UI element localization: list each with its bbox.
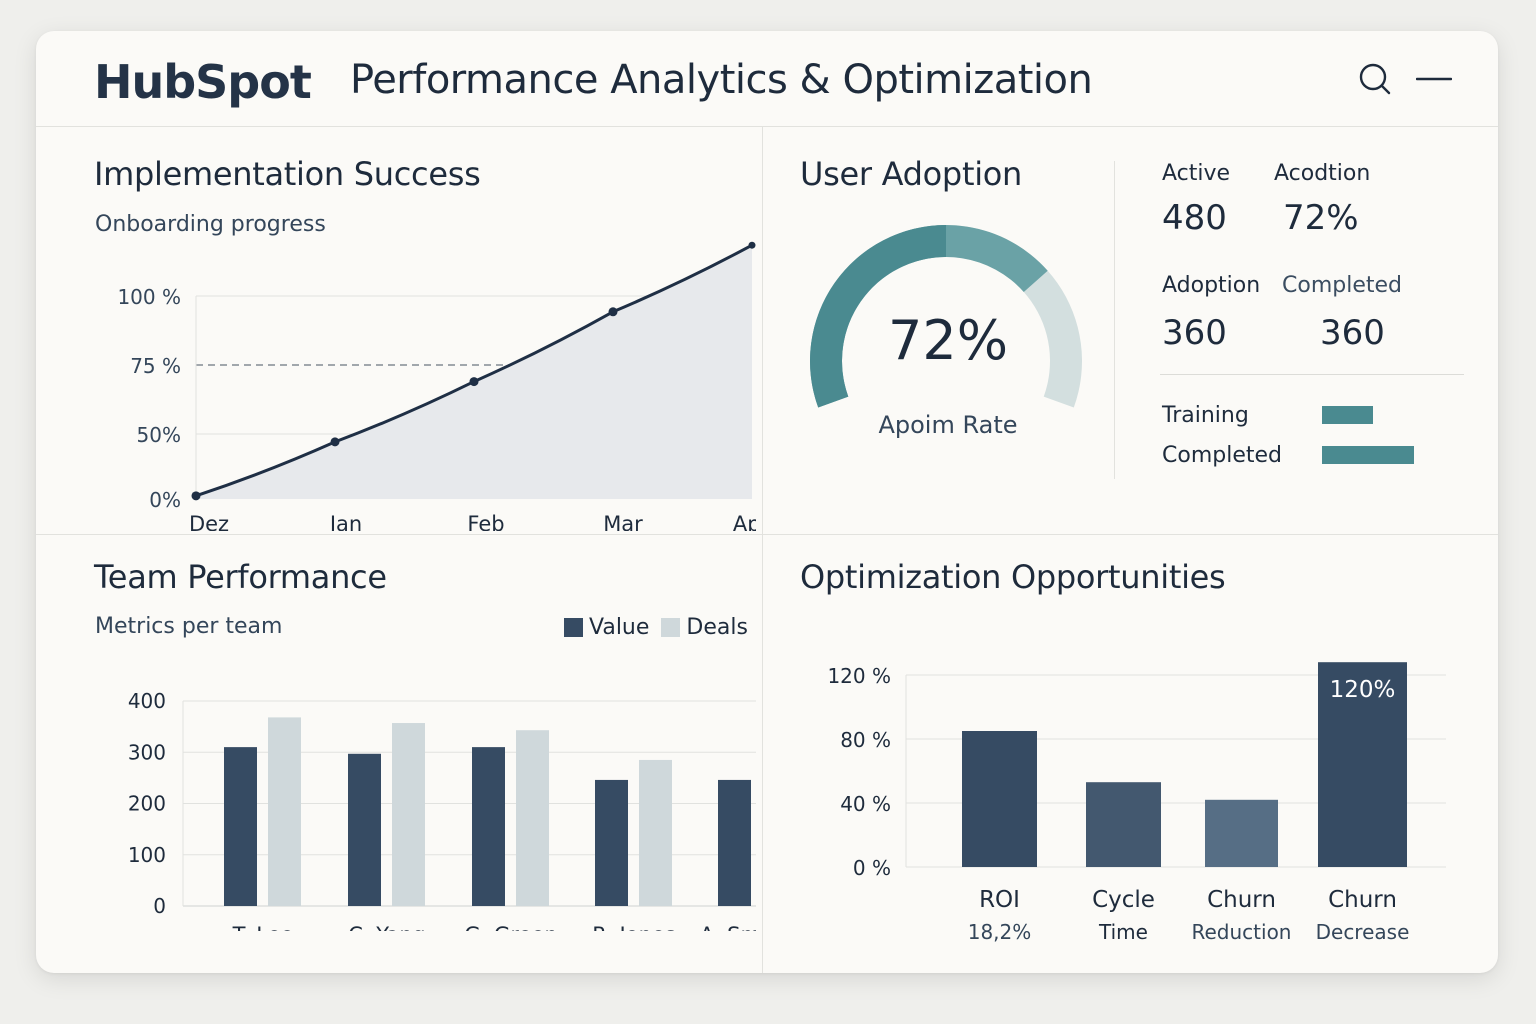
y-tick-label: 200 [128, 792, 166, 816]
optimization-title: Optimization Opportunities [800, 558, 1226, 596]
stat-label-active: Active [1162, 161, 1231, 186]
x-tick-label-line1: Churn [1328, 887, 1397, 913]
y-tick-label: 50% [137, 423, 181, 447]
data-point [608, 307, 618, 317]
gauge-label: Apoim Rate [878, 411, 1017, 439]
bar-value [472, 747, 505, 906]
bar [1086, 782, 1161, 867]
team-performance-chart: 0 100 200 300 400 T. Lee C. Yang G. Green R. Jon… [128, 689, 756, 931]
bar-value [224, 747, 257, 906]
bar-value [718, 779, 751, 906]
x-tick-label-line1: Churn [1207, 887, 1276, 913]
legend-label-deals: Deals [686, 615, 748, 640]
adoption-divider [1114, 161, 1115, 479]
x-tick-label-line3: 8,2% [1098, 950, 1149, 951]
dashboard-card: HubSpot Performance Analytics & Optimiza… [36, 31, 1498, 973]
gauge-value: 72% [888, 309, 1008, 372]
bar-deals [516, 730, 549, 906]
y-tick-label: 75 % [130, 354, 181, 378]
x-tick-label-line1: Cycle [1092, 887, 1155, 913]
y-tick-label: 0% [149, 488, 181, 512]
y-tick-label: 120 % [827, 664, 891, 688]
implementation-title: Implementation Success [94, 155, 481, 193]
gauge-fill [810, 225, 946, 408]
x-tick-label: Dez [189, 512, 229, 531]
stat-label-completed: Completed [1282, 273, 1402, 298]
hubspot-logo[interactable]: HubSpot [94, 55, 312, 109]
y-tick-label: 0 [153, 894, 166, 918]
search-icon[interactable] [1358, 62, 1392, 96]
x-tick-label: A. Smith [700, 923, 756, 931]
data-point [748, 241, 756, 249]
team-legend: Value Deals [564, 615, 748, 640]
legend-label-value: Value [589, 615, 650, 640]
team-title: Team Performance [94, 558, 387, 596]
bar [1318, 662, 1407, 867]
x-tick-label-line2: Reduction [1192, 920, 1292, 944]
stat-value-completed: 360 [1320, 313, 1385, 353]
y-tick-label: 80 % [840, 728, 891, 752]
x-tick-label: Mar [603, 512, 643, 531]
x-tick-label-line2: Decrease [1316, 920, 1410, 944]
team-subtitle: Metrics per team [95, 614, 283, 639]
x-tick-label-line2: 18,2% [968, 920, 1032, 944]
page-title: Performance Analytics & Optimization [350, 57, 1093, 103]
legend-swatch-value [564, 618, 583, 637]
optimization-chart: 0 % 40 % 80 % 120 % ROI 18,2% Cycle Time 8,2% Chu… [827, 662, 1446, 951]
x-tick-label: Feb [467, 512, 504, 531]
data-point [469, 377, 479, 387]
x-tick-label: R. Jones [592, 923, 675, 931]
x-tick-label-line1: ROI [979, 887, 1020, 913]
data-point [330, 437, 340, 447]
stat-label-adoption: Adoption [1162, 273, 1261, 298]
progress-fill-completed [1322, 446, 1414, 464]
adoption-gauge: 72% Apoim Rate [810, 224, 1082, 439]
x-tick-label: G. Green [464, 923, 557, 931]
y-tick-label: 300 [128, 740, 166, 764]
bar [962, 731, 1037, 867]
bar-deals [268, 717, 301, 906]
y-tick-label: 400 [128, 689, 166, 713]
panel-divider-vertical [762, 127, 763, 973]
data-point [191, 491, 201, 501]
bar-deals [392, 723, 425, 906]
progress-label-training: Training [1162, 403, 1249, 428]
panel-divider-horizontal [36, 534, 1498, 535]
progress-track-training [1322, 406, 1414, 424]
x-tick-label-line2: Time [1098, 920, 1148, 944]
header-bar: HubSpot Performance Analytics & Optimiza… [36, 31, 1498, 127]
x-tick-label: Apr [733, 512, 756, 531]
onboarding-progress-chart: 0% 50% 75 % 100 % Dez Jan Feb Mar Apr [117, 241, 756, 531]
x-tick-label: C. Yang [348, 923, 425, 931]
stat-label-acodtion: Acodtion [1274, 161, 1371, 186]
stat-value-acodtion: 72% [1283, 198, 1359, 238]
y-tick-label: 100 % [117, 285, 181, 309]
bar-deals [639, 759, 672, 906]
progress-track-completed [1322, 446, 1414, 464]
progress-fill-training [1322, 406, 1373, 424]
y-tick-label: 100 [128, 843, 166, 867]
y-tick-label: 0 % [853, 856, 891, 880]
adoption-title: User Adoption [800, 155, 1023, 193]
x-tick-label: T. Lee [232, 923, 294, 931]
bar-value [595, 779, 628, 906]
area-fill [196, 245, 752, 499]
bar [1205, 799, 1278, 867]
x-tick-label: Jan [328, 512, 362, 531]
stats-divider [1160, 374, 1464, 375]
bar-value [348, 753, 381, 906]
y-tick-label: 40 % [840, 792, 891, 816]
minimize-icon[interactable] [1416, 69, 1452, 89]
stat-value-adoption: 360 [1162, 313, 1227, 353]
progress-label-completed: Completed [1162, 443, 1282, 468]
implementation-subtitle: Onboarding progress [95, 212, 326, 237]
stat-value-active: 480 [1162, 198, 1227, 238]
bar-data-label: 120% [1330, 677, 1396, 703]
legend-swatch-deals [661, 618, 681, 637]
